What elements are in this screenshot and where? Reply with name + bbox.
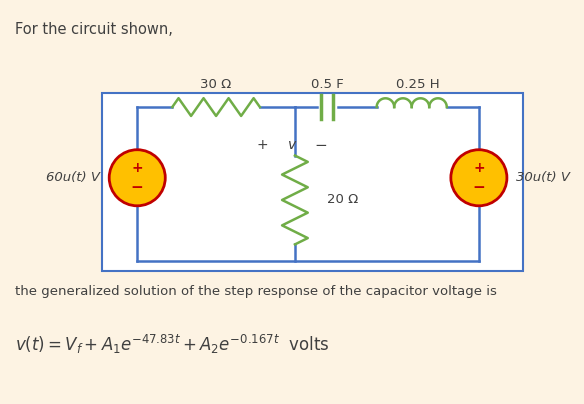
Text: $v$: $v$ xyxy=(287,139,297,152)
Text: 30u(t) V: 30u(t) V xyxy=(516,171,569,184)
Text: the generalized solution of the step response of the capacitor voltage is: the generalized solution of the step res… xyxy=(15,285,496,298)
Text: −: − xyxy=(131,180,144,195)
Text: +: + xyxy=(473,161,485,175)
Text: 30 Ω: 30 Ω xyxy=(200,78,232,91)
Text: For the circuit shown,: For the circuit shown, xyxy=(15,22,172,37)
Ellipse shape xyxy=(109,150,165,206)
Text: −: − xyxy=(315,138,328,153)
Ellipse shape xyxy=(451,150,507,206)
Bar xyxy=(102,93,523,271)
Text: $v(t) = V_f + A_1e^{-47.83t} + A_2e^{-0.167t}$  volts: $v(t) = V_f + A_1e^{-47.83t} + A_2e^{-0.… xyxy=(15,333,329,356)
Text: 0.25 H: 0.25 H xyxy=(396,78,439,91)
Text: +: + xyxy=(131,161,143,175)
Text: 60u(t) V: 60u(t) V xyxy=(47,171,100,184)
Text: −: − xyxy=(472,180,485,195)
Text: 0.5 F: 0.5 F xyxy=(311,78,343,91)
Text: +: + xyxy=(257,139,269,152)
Text: 20 Ω: 20 Ω xyxy=(327,194,359,206)
